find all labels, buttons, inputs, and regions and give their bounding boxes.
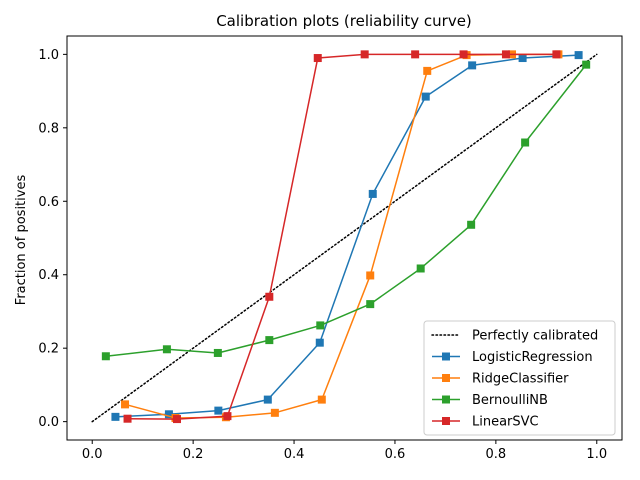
plot-area	[66, 35, 623, 441]
chart-title: Calibration plots (reliability curve)	[216, 12, 472, 30]
legend-label: LogisticRegression	[472, 350, 593, 365]
series-2-point	[582, 60, 591, 69]
x-axis: 0.0 0.2 0.4 0.6 0.8 1.0	[82, 440, 607, 462]
series-3-point	[172, 415, 181, 424]
series-3-point	[123, 414, 132, 423]
series-3-point	[223, 412, 232, 421]
series-0-point	[315, 338, 324, 347]
series-0-point	[111, 412, 120, 421]
series-3-point	[459, 50, 468, 59]
series-2-point	[467, 220, 476, 229]
x-tick-label: 0.2	[183, 447, 204, 462]
series-0-point	[421, 92, 430, 101]
series-1-point	[121, 400, 130, 409]
series-0-point	[214, 406, 223, 415]
series-line-0	[115, 54, 579, 418]
series-line-3	[127, 53, 557, 420]
legend-label: LinearSVC	[472, 415, 539, 430]
plot-frame	[66, 35, 623, 441]
series-3-point	[411, 50, 420, 59]
y-axis: 0.0 0.2 0.4 0.6 0.8 1.0	[38, 48, 67, 430]
series-3-point	[501, 50, 510, 59]
series-1-point	[317, 395, 326, 404]
y-axis-label: Fraction of positives	[14, 175, 29, 306]
legend-label: RidgeClassifier	[472, 372, 569, 387]
x-tick-label: 0.0	[82, 447, 103, 462]
x-tick-label: 0.8	[486, 447, 507, 462]
y-tick-label: 1.0	[38, 48, 59, 63]
series-1-point	[423, 66, 432, 75]
series-1-point	[270, 408, 279, 417]
legend-swatch-marker	[442, 374, 450, 382]
series-0-point	[368, 189, 377, 198]
legend-label: Perfectly calibrated	[472, 329, 598, 344]
series-0-point	[518, 54, 527, 63]
series-0-point	[263, 395, 272, 404]
series-2-point	[213, 348, 222, 357]
series-2-point	[416, 264, 425, 273]
series-2-point	[265, 336, 274, 345]
x-tick-label: 1.0	[586, 447, 607, 462]
x-tick-label: 0.6	[385, 447, 406, 462]
series-0-point	[468, 61, 477, 70]
series-1-point	[366, 271, 375, 280]
series-2-point	[366, 300, 375, 309]
y-tick-label: 0.0	[38, 415, 59, 430]
y-tick-label: 0.2	[38, 342, 59, 357]
series-2-point	[316, 321, 325, 330]
series-0-point	[164, 410, 173, 419]
x-tick-label: 0.4	[284, 447, 305, 462]
series-2-point	[521, 138, 530, 147]
reference-line	[91, 53, 598, 423]
series-2-point	[162, 345, 171, 354]
series-3-point	[313, 54, 322, 63]
y-tick-label: 0.6	[38, 195, 59, 210]
y-tick-label: 0.8	[38, 121, 59, 136]
series-3-point	[265, 292, 274, 301]
legend: Perfectly calibrated LogisticRegression Ri…	[423, 320, 616, 436]
series-line-2	[105, 64, 587, 358]
series-3-point	[552, 50, 561, 59]
series-2-point	[101, 352, 110, 361]
legend-box	[423, 320, 616, 436]
legend-label: BernoulliNB	[472, 393, 548, 408]
y-tick-label: 0.4	[38, 268, 59, 283]
legend-swatch-marker	[442, 395, 450, 404]
legend-swatch-marker	[442, 352, 450, 361]
series-0-point	[574, 51, 583, 60]
legend-swatch-marker	[442, 417, 450, 425]
series-3-point	[360, 50, 369, 59]
